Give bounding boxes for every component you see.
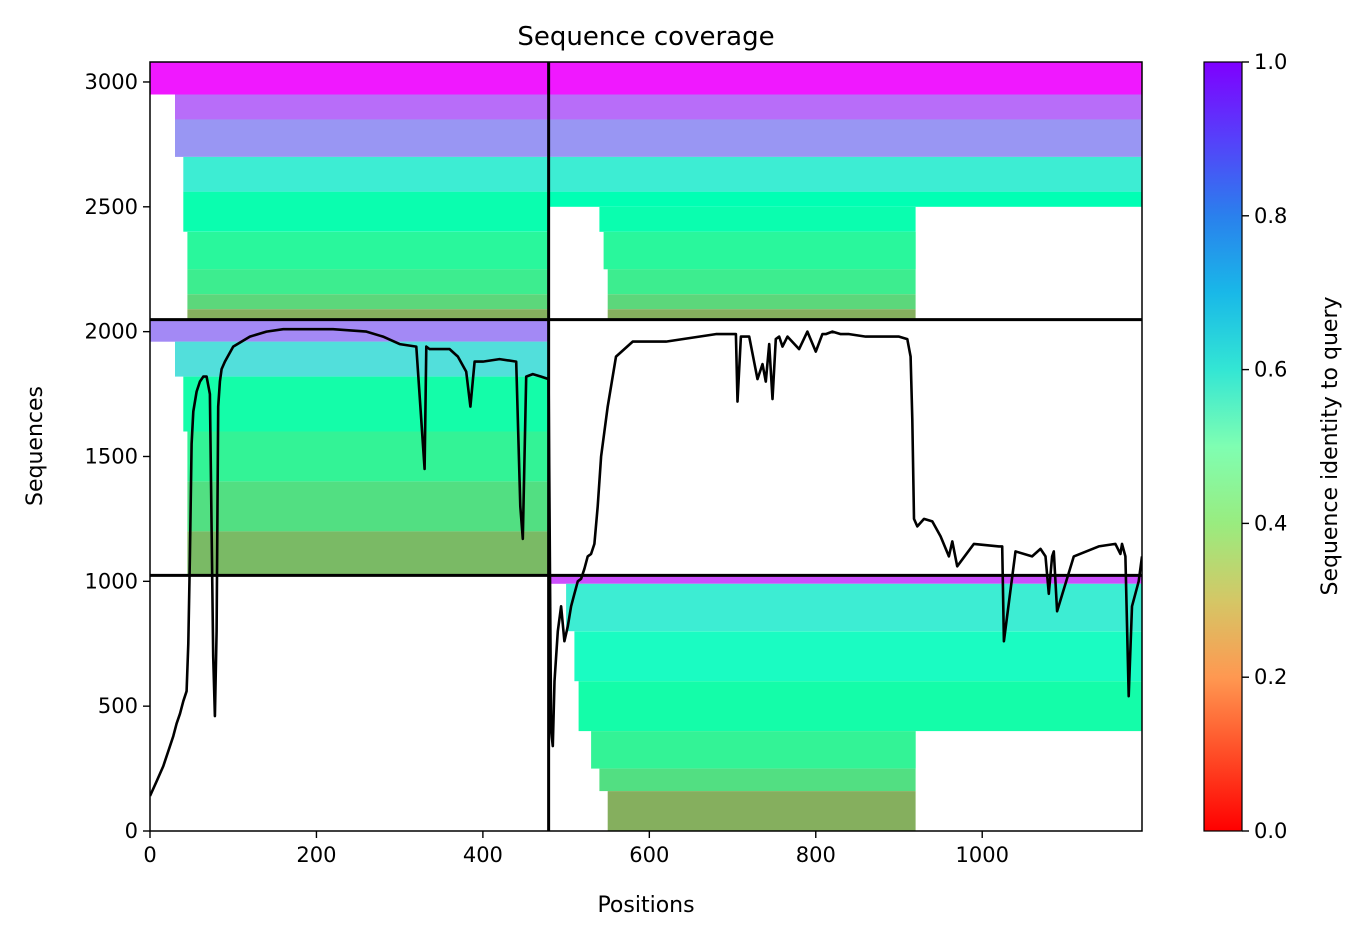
heatmap-band-upper-left (183, 191, 549, 232)
heatmap-band-upper-left (187, 309, 549, 320)
heatmap-band-upper-right (548, 119, 1142, 157)
y-axis-title: Sequences (23, 386, 48, 506)
x-tick-label: 600 (629, 843, 669, 867)
heatmap-band-middle-left (183, 376, 549, 432)
x-tick-label: 200 (296, 843, 336, 867)
heatmap-band-upper-left (187, 231, 549, 270)
heatmap-band-upper-right (548, 62, 1142, 95)
heatmap-band-upper-left (175, 94, 549, 120)
heatmap-band-middle-left (175, 341, 549, 377)
x-tick-label: 1000 (955, 843, 1008, 867)
y-axis: 0 500 1000 1500 2000 2500 3000 (85, 70, 150, 843)
plot-frame (149, 61, 1143, 832)
x-tick-label: 800 (796, 843, 836, 867)
heatmap-band-upper-right (548, 94, 1142, 120)
heatmap-band-upper-right (607, 309, 916, 320)
heatmap-band-upper-right (548, 191, 1142, 207)
heatmap-band-upper-right (599, 206, 916, 232)
heatmap-band-lower-right (591, 731, 916, 769)
heatmap-band-middle-left (187, 531, 549, 576)
colorbar-axis: 0.0 0.2 0.4 0.6 0.8 1.0 (1242, 50, 1287, 843)
y-tick-label: 3000 (85, 70, 138, 94)
y-tick-label: 1500 (85, 444, 138, 468)
heatmap-band-upper-left (187, 269, 549, 295)
coverage-line (150, 327, 1142, 797)
y-tick-label: 0 (125, 819, 138, 843)
x-axis: 0 200 400 600 800 1000 (143, 831, 1009, 867)
heatmap-band-lower-right (607, 791, 916, 831)
colorbar-tick-label: 0.2 (1254, 665, 1287, 689)
heatmap-band-middle-left (187, 431, 549, 482)
heatmap-band-upper-left (175, 119, 549, 157)
y-tick-label: 2000 (85, 320, 138, 344)
y-tick-label: 1000 (85, 569, 138, 593)
y-tick-label: 2500 (85, 195, 138, 219)
colorbar-tick-label: 0.0 (1254, 819, 1287, 843)
colorbar-tick-label: 0.6 (1254, 358, 1287, 382)
coverage-line-layer (150, 327, 1142, 797)
colorbar-tick-label: 0.8 (1254, 204, 1287, 228)
colorbar-tick-label: 0.4 (1254, 511, 1287, 535)
heatmap-band-lower-right (578, 681, 1142, 732)
heatmap-band-upper-left (183, 156, 549, 192)
y-tick-label: 500 (98, 694, 138, 718)
heatmap-band-upper-right (607, 269, 916, 295)
colorbar-title: Sequence identity to query (1318, 296, 1343, 595)
heatmap-band-lower-right (548, 575, 1142, 584)
heatmap-band-upper-left (150, 62, 549, 95)
heatmap-band-upper-left (187, 294, 549, 310)
chart-title: Sequence coverage (517, 22, 774, 52)
heatmap-band-lower-right (574, 631, 1142, 682)
x-axis-title: Positions (597, 893, 694, 918)
colorbar-tick-label: 1.0 (1254, 50, 1287, 74)
colorbar (1203, 61, 1243, 832)
heatmap-band-lower-right (566, 583, 1142, 632)
heatmap-band-upper-right (607, 294, 916, 310)
heatmap-band-upper-right (548, 156, 1142, 192)
heatmap-band-lower-right (599, 768, 916, 792)
heatmap-bands (150, 62, 1142, 831)
x-tick-label: 0 (143, 843, 156, 867)
heatmap-band-upper-right (603, 231, 916, 270)
x-tick-label: 400 (463, 843, 503, 867)
heatmap-band-middle-left (187, 481, 549, 532)
